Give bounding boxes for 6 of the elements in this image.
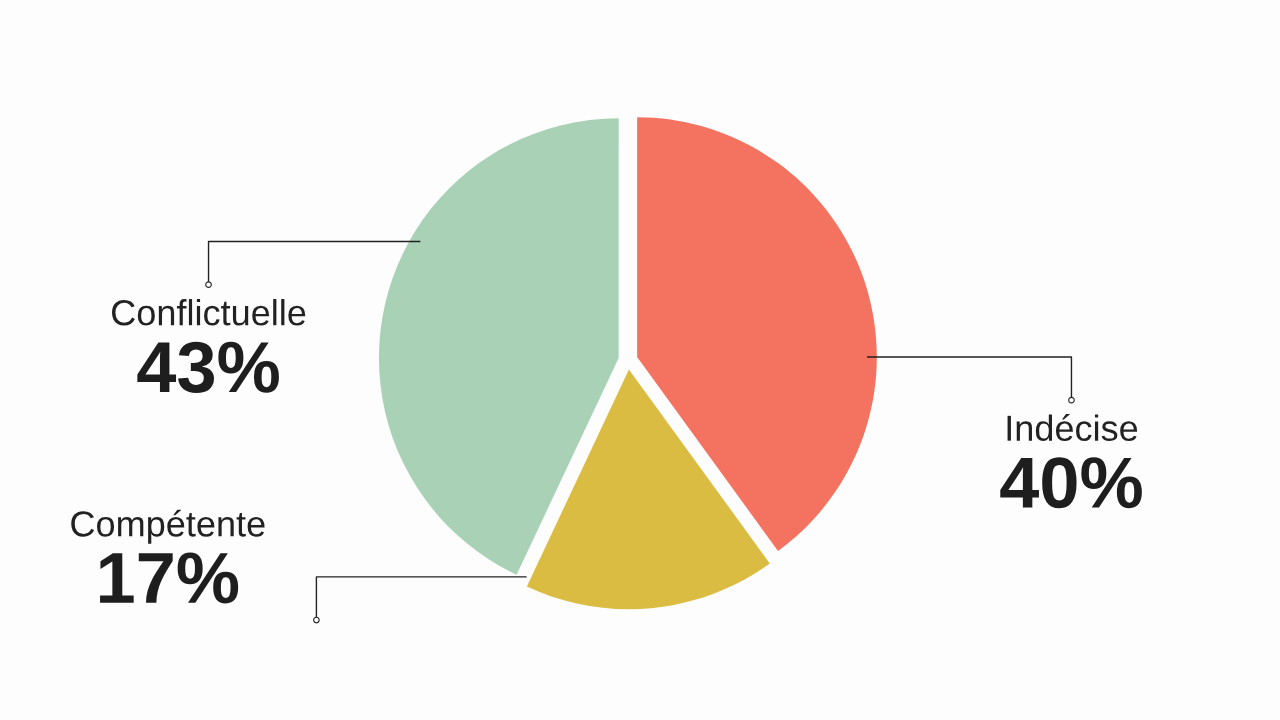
- data-label: 40%: [1000, 457, 1142, 509]
- slice-label: Conflictuelle: [112, 299, 306, 326]
- data-label: 17%: [100, 552, 239, 604]
- data-label: 43%: [137, 341, 279, 393]
- slice-label: Compétente: [71, 509, 265, 544]
- slice-label: Indécise: [1007, 414, 1138, 442]
